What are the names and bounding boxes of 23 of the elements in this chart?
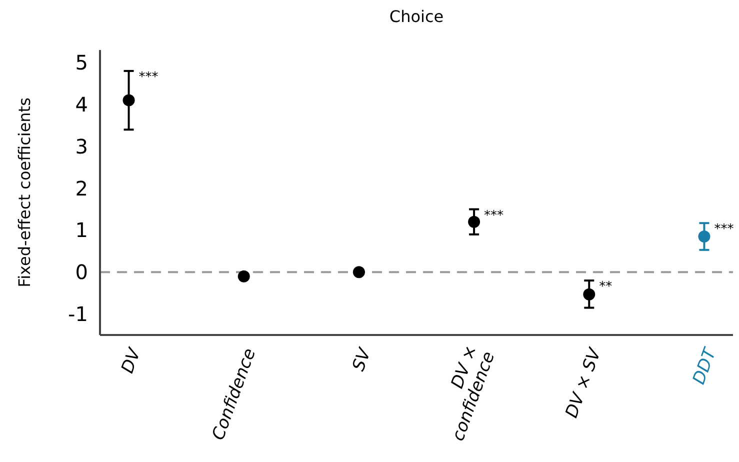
y-tick-label: 5 [75, 50, 88, 75]
point [122, 94, 135, 106]
y-tick-label: 3 [75, 134, 88, 158]
point [352, 266, 365, 278]
y-tick-label: 2 [75, 176, 88, 200]
y-axis-title: Fixed-effect coefficients [15, 98, 34, 288]
point [583, 288, 596, 300]
x-tick-label: DDT [689, 344, 722, 388]
y-tick-label: 0 [75, 260, 88, 284]
annotation: *** [484, 208, 504, 224]
point [238, 270, 250, 282]
y-tick-label: -1 [68, 302, 88, 326]
x-tick-label: SV [348, 344, 376, 374]
x-tick-label: DV × SV [562, 344, 606, 421]
y-tick-label: 1 [75, 218, 88, 242]
point [468, 216, 480, 228]
y-tick-label: 4 [75, 92, 88, 116]
chart-title: Choice [389, 7, 444, 26]
annotation: *** [714, 222, 734, 238]
x-tick-label: DV [118, 344, 146, 376]
point [698, 230, 710, 243]
annotation: ** [599, 280, 613, 295]
annotation: *** [138, 70, 159, 85]
